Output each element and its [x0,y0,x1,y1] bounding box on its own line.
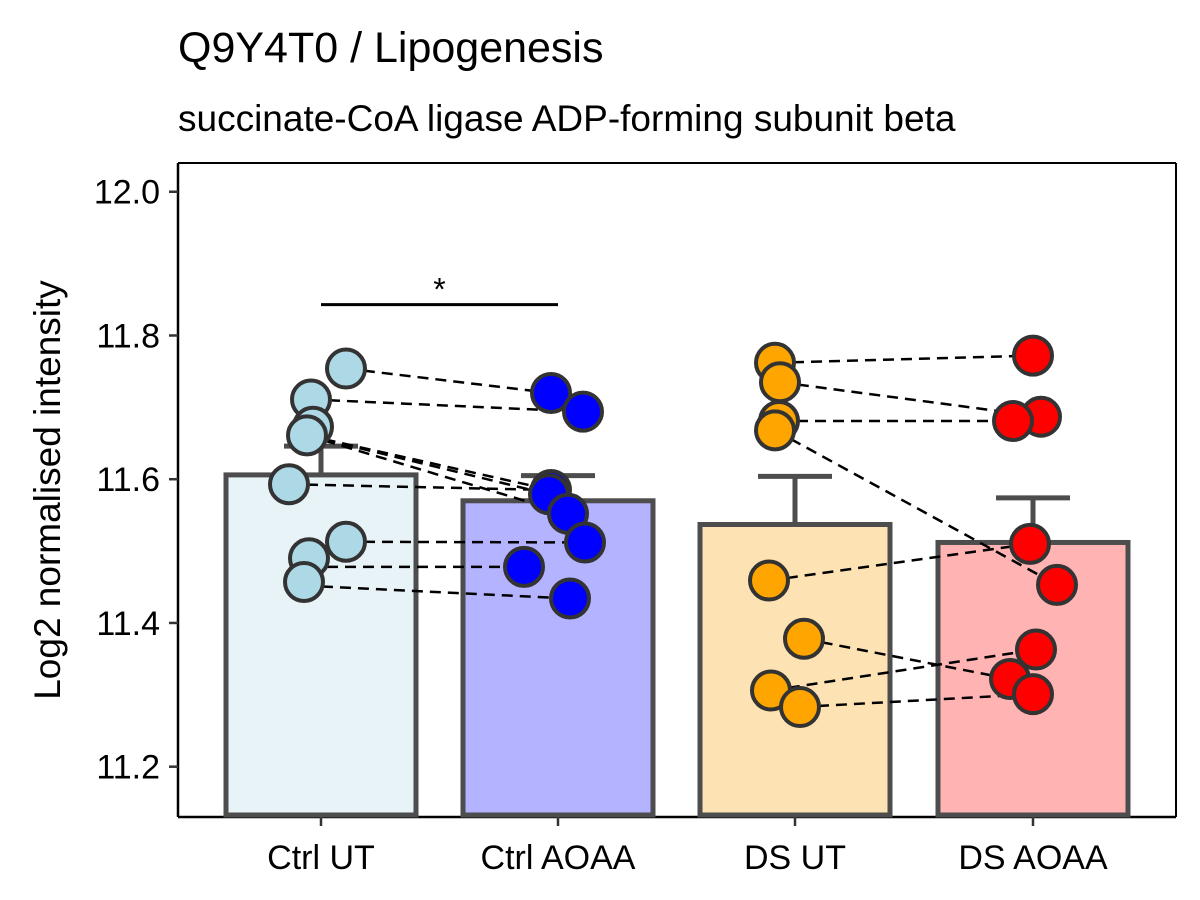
x-tick-label: DS UT [744,839,846,877]
paired-line [288,483,552,492]
y-tick-label: 11.2 [96,749,160,787]
bar [460,498,656,818]
x-tick-label: Ctrl AOAA [481,839,636,877]
data-point [783,617,825,660]
data-point [564,521,606,564]
x-tick-label: DS AOAA [958,839,1108,877]
paired-line [345,367,552,395]
y-tick-label: 11.4 [96,605,160,643]
significance-label: * [433,272,445,308]
y-tick-label: 11.8 [96,317,160,355]
y-tick-label: 11.6 [96,461,160,499]
data-point [759,361,801,404]
chart-subtitle: succinate-CoA ligase ADP-forming subunit… [178,98,956,139]
data-point [530,371,572,414]
data-point [325,347,367,390]
data-point [562,390,604,433]
data-point [1012,673,1054,716]
paired-line [306,434,550,496]
data-point [503,545,545,588]
paired-line [345,540,586,544]
paired-line [774,354,1034,365]
data-point [283,560,325,603]
paired-line [768,542,1031,582]
x-tick-label: Ctrl UT [267,839,375,877]
paired-line [306,434,569,515]
chart-title: Q9Y4T0 / Lipogenesis [178,24,604,72]
data-point [549,577,591,620]
data-point [992,400,1034,443]
data-point [1012,334,1054,377]
data-point [325,520,367,563]
data-point [268,463,310,506]
data-point [1015,628,1057,671]
data-point [1036,563,1078,606]
paired-line [770,648,1037,692]
plot-area: 11.2 11.4 11.6 11.8 12.0 Ctrl UT Ctrl AOAA DS U… [94,162,1177,877]
data-point [748,559,790,602]
data-point [779,686,821,729]
data-point [1009,522,1051,565]
data-point [286,414,328,457]
paired-line [799,692,1034,709]
y-axis-label: Log2 normalised intensity [27,280,68,700]
y-tick-label: 12.0 [94,174,160,212]
paired-line [303,584,571,600]
bar [697,521,893,818]
bar [223,472,419,818]
data-point [754,409,796,452]
paired-line [310,398,584,413]
